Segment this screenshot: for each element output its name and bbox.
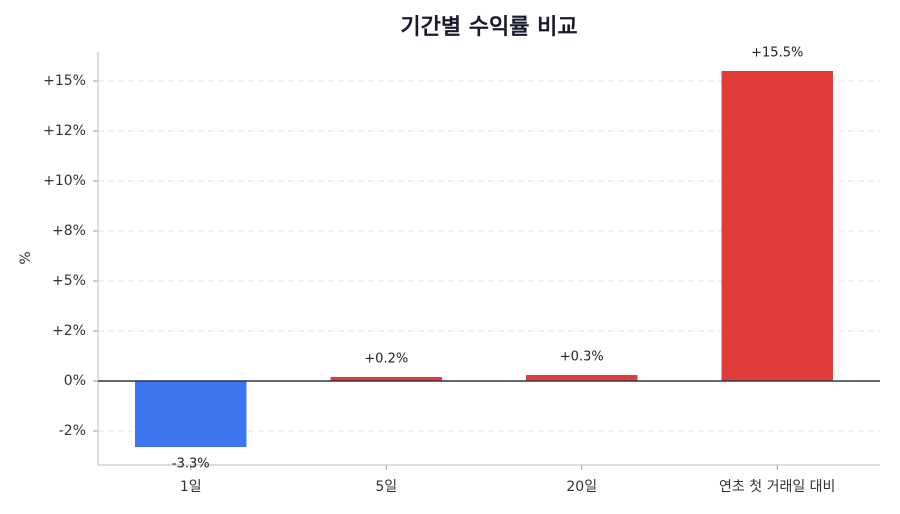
x-tick-label: 20일 <box>566 479 597 495</box>
y-tick-label: 0% <box>64 373 86 389</box>
bar <box>721 71 833 381</box>
value-label: -3.3% <box>172 457 210 472</box>
value-label: +15.5% <box>751 46 803 61</box>
y-tick-label: -2% <box>59 423 86 439</box>
y-tick-label: +2% <box>52 323 86 339</box>
value-label: +0.3% <box>560 350 604 365</box>
y-tick-label: +5% <box>52 273 86 289</box>
x-tick-label: 연초 첫 거래일 대비 <box>719 479 835 495</box>
value-label: +0.2% <box>364 352 408 367</box>
bar <box>330 377 442 381</box>
chart-title: 기간별 수익률 비교 <box>400 15 577 40</box>
y-tick-label: +10% <box>43 173 86 189</box>
bar <box>135 381 247 447</box>
y-tick-label: +15% <box>43 73 86 89</box>
bar <box>526 375 638 381</box>
x-tick-label: 5일 <box>375 479 397 495</box>
y-axis-label: % <box>18 251 34 264</box>
y-tick-label: +12% <box>43 123 86 139</box>
y-tick-label: +8% <box>52 223 86 239</box>
x-tick-label: 1일 <box>180 479 202 495</box>
